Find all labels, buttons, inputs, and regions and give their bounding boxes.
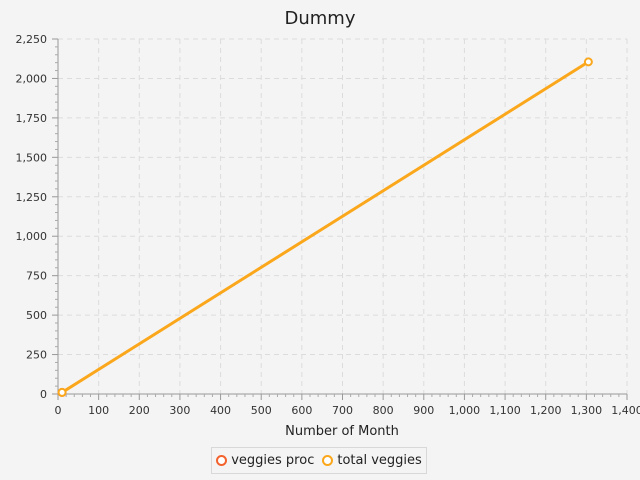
y-tick-label: 2,000 bbox=[16, 72, 48, 85]
x-axis-label: Number of Month bbox=[285, 424, 399, 439]
x-tick-label: 800 bbox=[373, 404, 394, 417]
y-tick-label: 750 bbox=[26, 270, 47, 283]
y-tick-label: 2,250 bbox=[16, 33, 48, 46]
legend-item-veggies-proc[interactable]: veggies proc bbox=[216, 453, 314, 468]
chart-title: Dummy bbox=[285, 8, 356, 29]
series-layer bbox=[57, 57, 593, 397]
y-tick-label: 0 bbox=[40, 388, 47, 401]
x-tick-label: 1,300 bbox=[571, 404, 603, 417]
y-tick-label: 250 bbox=[26, 349, 47, 362]
x-tick-label: 1,000 bbox=[449, 404, 481, 417]
y-tick-label: 1,750 bbox=[16, 112, 48, 125]
legend-label: veggies proc bbox=[231, 453, 315, 468]
x-tick-label: 1,400 bbox=[611, 404, 640, 417]
x-tick-label: 0 bbox=[55, 404, 62, 417]
y-tick-label: 1,250 bbox=[16, 191, 48, 204]
legend-marker-icon bbox=[322, 455, 334, 466]
data-point[interactable] bbox=[57, 387, 67, 397]
x-tick-label: 700 bbox=[332, 404, 353, 417]
legend-item-total-veggies[interactable]: total veggies bbox=[322, 453, 422, 468]
legend: veggies proc total veggies bbox=[211, 447, 427, 474]
x-tick-label: 400 bbox=[210, 404, 231, 417]
x-tick-label: 200 bbox=[129, 404, 150, 417]
x-tick-label: 300 bbox=[169, 404, 190, 417]
y-tick-label: 1,000 bbox=[16, 230, 48, 243]
y-tick-label: 500 bbox=[26, 309, 47, 322]
legend-marker-icon bbox=[216, 455, 228, 466]
data-point[interactable] bbox=[583, 57, 593, 67]
axes: 0 100 200 300 400 500 600 700 800 900 1,000 1,100 1,… bbox=[16, 33, 640, 417]
legend-label: total veggies bbox=[337, 453, 422, 468]
x-tick-label: 1,100 bbox=[489, 404, 521, 417]
series-line-total-veggies bbox=[61, 60, 590, 394]
x-tick-label: 900 bbox=[413, 404, 434, 417]
x-tick-label: 100 bbox=[88, 404, 109, 417]
x-tick-label: 1,200 bbox=[530, 404, 562, 417]
y-tick-label: 1,500 bbox=[16, 151, 48, 164]
x-tick-label: 500 bbox=[251, 404, 272, 417]
x-tick-label: 600 bbox=[291, 404, 312, 417]
